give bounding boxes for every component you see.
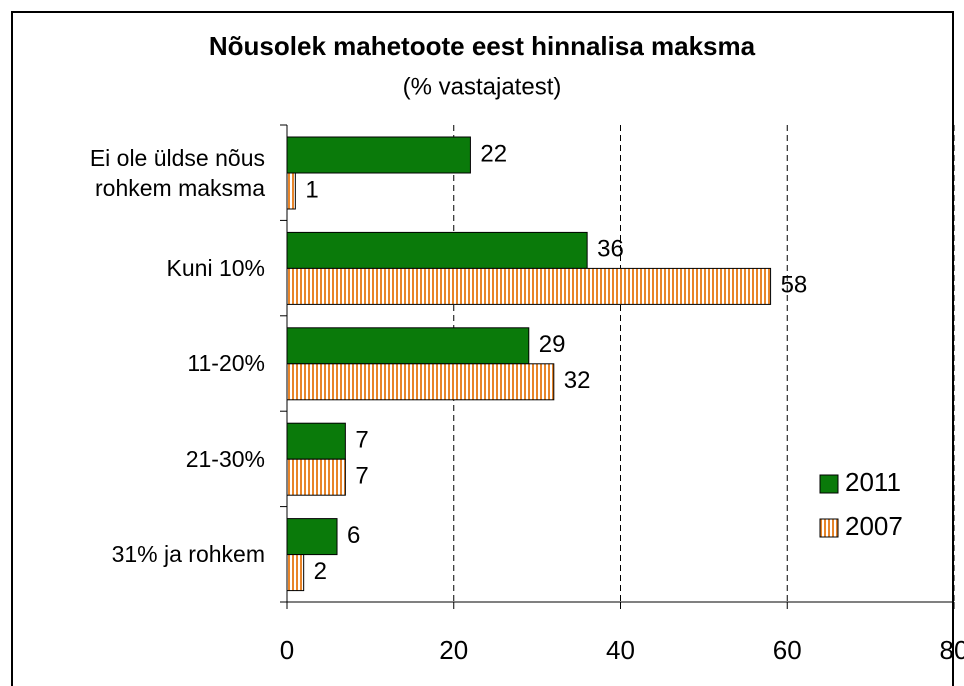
legend-swatch bbox=[819, 518, 839, 538]
data-label: 32 bbox=[564, 367, 591, 394]
bar bbox=[286, 136, 471, 174]
bar bbox=[286, 172, 296, 210]
legend-label: 2007 bbox=[845, 511, 903, 541]
data-label: 1 bbox=[305, 176, 318, 203]
frame bbox=[11, 11, 954, 686]
data-label: 22 bbox=[480, 140, 507, 167]
y-tick-label: Kuni 10% bbox=[166, 255, 265, 282]
bar bbox=[286, 458, 346, 496]
bar bbox=[286, 363, 555, 401]
bar bbox=[286, 267, 772, 305]
x-tick-label: 80 bbox=[940, 635, 964, 665]
bar bbox=[286, 554, 305, 592]
bar bbox=[286, 422, 346, 460]
bar bbox=[286, 518, 338, 556]
data-label: 58 bbox=[781, 272, 808, 299]
legend-label: 2011 bbox=[845, 467, 901, 497]
y-tick-label: 11-20% bbox=[187, 350, 265, 377]
chart-subtitle: (% vastajatest) bbox=[403, 73, 562, 100]
data-label: 7 bbox=[355, 427, 368, 454]
legend-swatch bbox=[819, 474, 839, 494]
y-tick-label: 21-30% bbox=[185, 445, 265, 472]
data-label: 29 bbox=[539, 331, 566, 358]
data-label: 36 bbox=[597, 236, 624, 263]
bar bbox=[286, 231, 588, 269]
chart-title: Nõusolek mahetoote eest hinnalisa maksma bbox=[209, 31, 756, 61]
y-tick-label: Ei ole üldse nõus rohkem maksma bbox=[89, 144, 265, 201]
x-tick-label: 20 bbox=[439, 635, 468, 665]
x-tick-label: 0 bbox=[280, 635, 294, 665]
x-tick-label: 60 bbox=[773, 635, 802, 665]
data-label: 6 bbox=[347, 522, 360, 549]
x-tick-label: 40 bbox=[606, 635, 635, 665]
data-label: 7 bbox=[355, 463, 368, 490]
y-tick-label: 31% ja rohkem bbox=[111, 541, 265, 568]
bar bbox=[286, 327, 530, 365]
data-label: 2 bbox=[314, 558, 327, 585]
